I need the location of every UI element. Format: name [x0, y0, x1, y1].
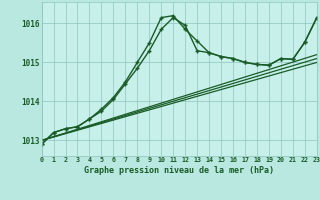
X-axis label: Graphe pression niveau de la mer (hPa): Graphe pression niveau de la mer (hPa) — [84, 166, 274, 175]
